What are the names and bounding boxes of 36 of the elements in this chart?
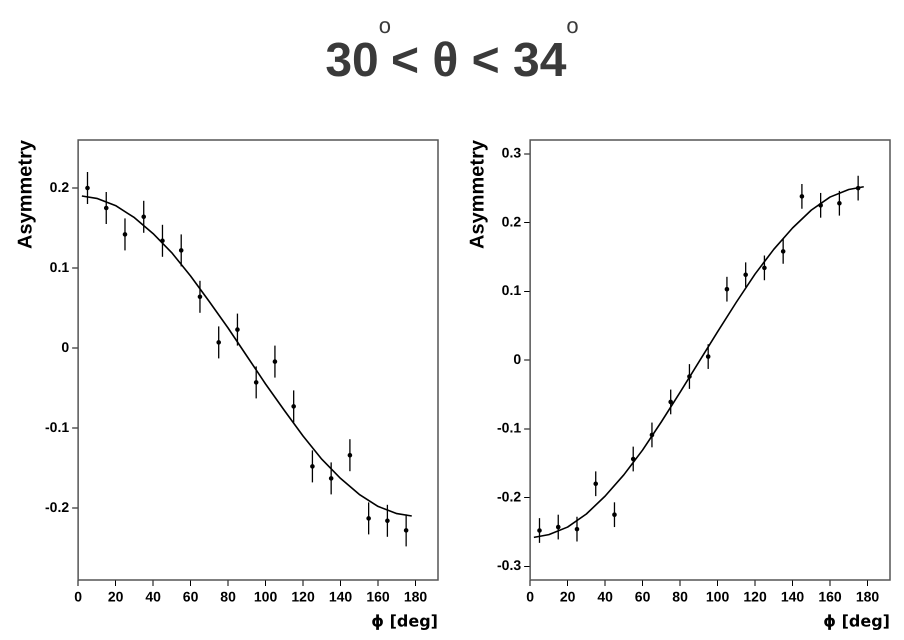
y-tick-label: 0 [61, 338, 70, 355]
x-tick-label: 40 [597, 588, 614, 604]
x-tick-label: 160 [366, 588, 390, 604]
x-tick-label: 100 [706, 588, 730, 604]
x-tick-label: 20 [560, 588, 576, 604]
x-tick-label: 20 [108, 588, 124, 604]
x-tick-label: 60 [634, 588, 651, 604]
y-axis-title: Asymmetry [466, 139, 489, 249]
x-axis-title: ϕ [deg] [371, 612, 438, 631]
x-tick-label: 0 [526, 588, 534, 604]
x-tick-label: 80 [220, 588, 236, 604]
y-tick-label: 0.1 [502, 282, 522, 298]
y-tick-label: -0.2 [45, 498, 70, 515]
x-tick-label: 180 [404, 588, 428, 604]
y-tick-label: 0 [513, 350, 522, 367]
x-tick-label: 120 [743, 588, 767, 604]
y-tick-label: 0.2 [502, 213, 522, 230]
x-tick-label: 80 [672, 588, 688, 604]
y-tick-label: -0.2 [497, 488, 522, 504]
y-tick-label: -0.3 [497, 557, 522, 574]
x-tick-label: 140 [328, 588, 352, 604]
x-tick-label: 140 [780, 588, 804, 604]
y-tick-label: -0.1 [45, 418, 70, 435]
x-tick-label: 160 [818, 588, 842, 604]
x-tick-label: 60 [182, 588, 199, 604]
x-tick-label: 100 [254, 588, 278, 604]
x-tick-label: 0 [74, 588, 82, 604]
y-tick-label: 0.1 [50, 258, 70, 275]
x-tick-label: 120 [291, 588, 315, 604]
y-tick-label: 0.2 [50, 178, 70, 195]
y-tick-label: -0.1 [497, 420, 522, 436]
x-tick-label: 40 [145, 588, 162, 604]
y-tick-label: 0.3 [502, 144, 522, 161]
x-tick-label: 180 [856, 588, 880, 604]
x-axis-title: ϕ [deg] [823, 612, 890, 631]
y-axis-title: Asymmetry [14, 139, 37, 249]
